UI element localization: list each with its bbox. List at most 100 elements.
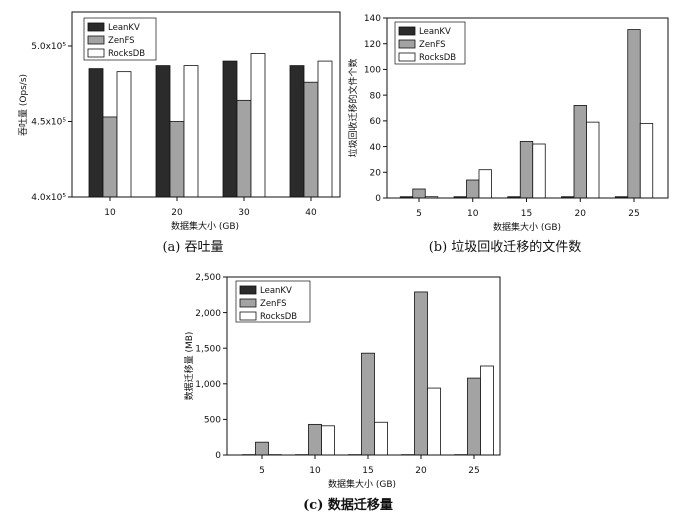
x-tick-label: 20 xyxy=(415,466,427,476)
y-tick-label: 4.5x10⁵ xyxy=(31,118,66,128)
y-tick-label: 20 xyxy=(370,168,382,178)
legend-c: LeanKV ZenFS RocksDB xyxy=(235,280,311,323)
bar-rocksdb-25 xyxy=(480,365,494,456)
y-tick-label: 80 xyxy=(370,91,382,101)
y-axis-label: 数据迁移量 (MB) xyxy=(183,332,195,401)
chart-b: 5 10 15 20 25 0 20 40 60 80 100 120 140 垃圾回收迁移的文件个数数据… xyxy=(347,14,669,255)
x-tick-label: 25 xyxy=(628,209,639,219)
legend-swatch-rocksdb xyxy=(398,52,416,62)
bar-rocksdb-20 xyxy=(586,121,600,199)
x-tick-label: 15 xyxy=(362,466,373,476)
x-tick-label: 10 xyxy=(104,208,116,218)
x-tick-label: 30 xyxy=(238,208,250,218)
y-tick-label: 1,000 xyxy=(195,380,221,390)
bar-rocksdb-10 xyxy=(478,169,492,199)
y-tick-label: 4.0x10⁵ xyxy=(31,193,66,203)
x-tick-label: 15 xyxy=(521,209,532,219)
bar-rocksdb-15 xyxy=(532,143,546,199)
bar-rocksdb-10 xyxy=(321,425,335,456)
bar-leankv-40 xyxy=(289,65,305,198)
y-tick-label: 40 xyxy=(370,143,382,153)
legend-swatch-zenfs xyxy=(239,298,257,308)
y-tick-label: 120 xyxy=(364,40,381,50)
legend-label-zenfs: ZenFS xyxy=(419,40,446,50)
bar-zenfs-20 xyxy=(414,291,428,456)
y-tick-label: 100 xyxy=(364,66,381,76)
bar-rocksdb-15 xyxy=(374,421,388,456)
x-tick-label: 20 xyxy=(575,209,587,219)
x-tick-label: 10 xyxy=(467,209,479,219)
plot-frame xyxy=(71,11,341,198)
bar-zenfs-10 xyxy=(466,179,480,199)
legend-swatch-rocksdb xyxy=(239,311,257,321)
caption-c: (c) 数据迁移量 xyxy=(303,497,393,513)
legend-label-rocksdb: RocksDB xyxy=(108,49,145,59)
bar-zenfs-20 xyxy=(169,121,185,198)
legend-label-leankv: LeanKV xyxy=(108,23,140,33)
bar-zenfs-15 xyxy=(361,352,375,456)
legend-swatch-zenfs xyxy=(87,35,105,45)
x-axis-label: 数据集大小 (GB) xyxy=(328,478,396,490)
bar-rocksdb-25 xyxy=(639,123,654,199)
x-tick-label: 5 xyxy=(259,466,265,476)
bar-zenfs-20 xyxy=(573,105,587,199)
legend-label-zenfs: ZenFS xyxy=(260,299,287,309)
bar-leankv-10 xyxy=(88,68,104,198)
bar-zenfs-5 xyxy=(412,188,426,199)
legend-swatch-leankv xyxy=(398,26,416,36)
plot-frame xyxy=(386,17,669,199)
legend-swatch-rocksdb xyxy=(87,48,105,58)
bar-leankv-20 xyxy=(155,65,171,198)
y-axis-label: 吞吐量 (Ops/s) xyxy=(18,74,29,136)
bar-zenfs-10 xyxy=(102,116,118,198)
legend-label-leankv: LeanKV xyxy=(419,27,451,37)
legend-label-zenfs: ZenFS xyxy=(108,36,135,46)
caption-a: (a) 吞吐量 xyxy=(162,240,223,255)
bar-rocksdb-30 xyxy=(250,53,266,198)
bar-leankv-30 xyxy=(222,60,238,198)
x-axis-label: 数据集大小 (GB) xyxy=(171,220,239,232)
chart-a: 10 20 30 40 4.0x10⁵ 4.5x10⁵ 5.0x10⁵ 吞吐量 (Ops/s)… xyxy=(18,11,341,255)
bar-rocksdb-20 xyxy=(183,65,199,198)
bar-zenfs-30 xyxy=(236,99,252,198)
y-tick-label: 2,500 xyxy=(195,273,221,283)
y-tick-label: 140 xyxy=(364,14,381,24)
y-tick-label: 2,000 xyxy=(195,309,221,319)
plot-frame xyxy=(226,276,501,456)
y-axis-label: 垃圾回收迁移的文件个数 xyxy=(347,58,359,157)
bars-a xyxy=(88,53,333,198)
bar-zenfs-25 xyxy=(467,377,481,456)
bars-c xyxy=(242,291,494,456)
legend-swatch-leankv xyxy=(239,285,257,295)
bar-rocksdb-10 xyxy=(116,71,132,198)
bar-zenfs-5 xyxy=(255,441,269,456)
bar-zenfs-10 xyxy=(308,423,322,456)
y-tick-label: 500 xyxy=(204,416,221,426)
x-tick-label: 5 xyxy=(416,209,422,219)
legend-swatch-leankv xyxy=(87,22,105,32)
x-tick-label: 20 xyxy=(171,208,183,218)
legend-label-leankv: LeanKV xyxy=(260,286,292,296)
y-tick-label: 0 xyxy=(215,451,221,461)
legend-a: LeanKV ZenFS RocksDB xyxy=(83,17,157,61)
x-tick-label: 40 xyxy=(305,208,317,218)
y-tick-label: 0 xyxy=(375,194,381,204)
caption-b: (b) 垃圾回收迁移的文件数 xyxy=(429,239,582,255)
chart-c: 5 10 15 20 25 0 500 1,000 1,500 2,000 2,500 数据迁移量 (… xyxy=(183,273,501,513)
y-tick-label: 1,500 xyxy=(195,344,221,354)
legend-label-rocksdb: RocksDB xyxy=(260,312,297,322)
legend-label-rocksdb: RocksDB xyxy=(419,53,456,63)
x-axis-label: 数据集大小 (GB) xyxy=(493,221,561,233)
bar-rocksdb-20 xyxy=(427,387,441,456)
bars-b xyxy=(399,29,654,199)
bar-zenfs-15 xyxy=(519,141,534,199)
y-tick-label: 60 xyxy=(370,117,382,127)
bar-zenfs-40 xyxy=(303,81,319,198)
x-tick-label: 25 xyxy=(468,466,479,476)
y-tick-label: 5.0x10⁵ xyxy=(31,42,66,52)
bar-rocksdb-40 xyxy=(317,60,333,198)
legend-b: LeanKV ZenFS RocksDB xyxy=(394,21,466,65)
legend-swatch-zenfs xyxy=(398,39,416,49)
